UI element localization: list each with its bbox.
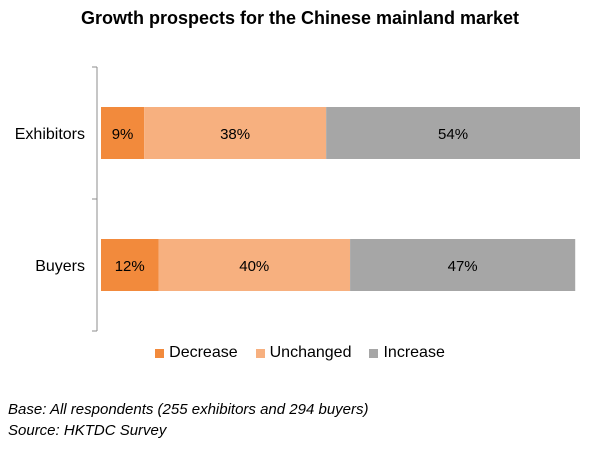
footnote-base: Base: All respondents (255 exhibitors an… bbox=[8, 401, 369, 418]
bar-exhibitors-decrease bbox=[101, 107, 145, 159]
chart-legend: Decrease Unchanged Increase bbox=[0, 344, 600, 362]
legend-item-increase: Increase bbox=[369, 344, 445, 362]
data-label-buyers-decrease: 12% bbox=[115, 258, 145, 275]
y-tick-label-exhibitors: Exhibitors bbox=[15, 126, 85, 143]
data-label-exhibitors-unchanged: 38% bbox=[220, 126, 250, 143]
legend-item-unchanged: Unchanged bbox=[255, 344, 352, 362]
data-label-exhibitors-increase: 54% bbox=[438, 126, 468, 143]
bar-exhibitors-increase bbox=[326, 107, 580, 159]
bar-buyers-decrease bbox=[101, 239, 159, 291]
legend-label-decrease: Decrease bbox=[169, 344, 238, 361]
data-label-exhibitors-decrease: 9% bbox=[112, 126, 134, 143]
data-label-buyers-increase: 47% bbox=[448, 258, 478, 275]
legend-label-increase: Increase bbox=[383, 344, 445, 361]
y-tick-label-buyers: Buyers bbox=[35, 258, 85, 275]
legend-swatch-increase bbox=[369, 348, 379, 358]
legend-label-unchanged: Unchanged bbox=[269, 344, 352, 361]
chart-title: Growth prospects for the Chinese mainlan… bbox=[80, 8, 520, 28]
data-label-buyers-unchanged: 40% bbox=[239, 258, 269, 275]
footnote-source: Source: HKTDC Survey bbox=[8, 422, 167, 439]
bar-exhibitors-unchanged bbox=[144, 107, 327, 159]
chart-plot: Exhibitors 9% 38% 54% Buyers 12% 40% 47% bbox=[15, 66, 580, 332]
legend-item-decrease: Decrease bbox=[155, 344, 238, 362]
legend-swatch-unchanged bbox=[255, 348, 265, 358]
bar-buyers-increase bbox=[350, 239, 576, 291]
legend-swatch-decrease bbox=[155, 348, 165, 358]
bar-buyers-unchanged bbox=[158, 239, 351, 291]
footnotes: Base: All respondents (255 exhibitors an… bbox=[8, 399, 369, 441]
